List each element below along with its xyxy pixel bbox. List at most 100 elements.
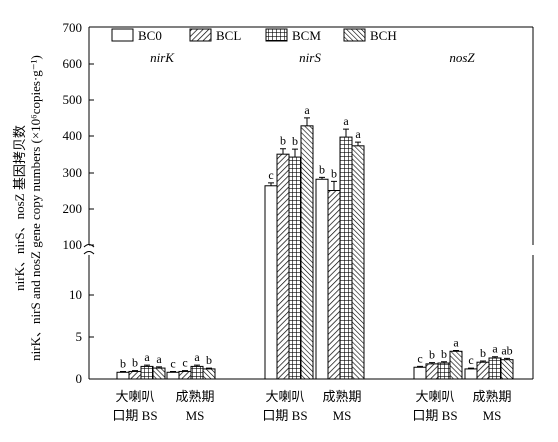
significance-letter: a: [453, 335, 459, 349]
error-bar: [304, 117, 310, 126]
bar-nosz-ms-bcl: [476, 361, 490, 380]
error-bar: [206, 367, 212, 369]
legend-swatch-bch: [343, 28, 366, 42]
error-bar: [292, 148, 298, 158]
significance-letter: a: [156, 352, 162, 366]
significance-letter: a: [355, 127, 361, 141]
significance-letter: c: [468, 353, 473, 367]
bar-nosz-ms-bc0: [464, 368, 478, 380]
bar-nirk-ms-bcl: [178, 370, 192, 380]
significance-letter: a: [304, 103, 310, 117]
error-bar: [268, 182, 274, 186]
x-label-nirs-bs-line2: 口期 BS: [262, 408, 307, 423]
x-label-nosz-bs-line1: 大喇叭: [415, 389, 454, 404]
y-tick-label: 100: [63, 237, 83, 252]
legend-label-bcl: BCL: [216, 28, 241, 43]
bar-nirs-ms-bcm: [339, 136, 353, 380]
y-tick-label: 10: [69, 287, 82, 302]
y-tick-label: 5: [76, 329, 83, 344]
error-bar: [319, 176, 325, 180]
legend-label-bch: BCH: [370, 28, 397, 43]
x-label-nirs-ms-line1: 成熟期: [322, 389, 361, 404]
bar-nirk-ms-bch: [202, 368, 216, 380]
bar-nosz-ms-bcm: [488, 357, 502, 380]
error-bar: [120, 370, 126, 373]
x-label-nirs-ms-line2: MS: [333, 408, 352, 423]
y-tick-marks-lower: [89, 294, 94, 380]
bar-nirs-ms-bcl: [327, 190, 341, 380]
x-label-nosz-ms-line1: 成熟期: [472, 389, 511, 404]
bar-nosz-bs-bc0: [413, 366, 427, 380]
significance-letter: c: [417, 351, 422, 365]
error-bar: [156, 366, 162, 369]
legend-label-bc0: BC0: [138, 28, 162, 43]
error-bar: [417, 365, 423, 368]
error-bar: [492, 356, 498, 358]
bar-nirs-bs-bc0: [264, 185, 278, 380]
x-labels: 大喇叭 口期 BS 成熟期 MS 大喇叭 口期 BS 成熟期 MS 大喇叭 口期…: [112, 389, 511, 423]
error-bar: [132, 370, 138, 372]
significance-letter: c: [170, 356, 175, 370]
bar-nosz-bs-bch: [449, 350, 463, 380]
bar-nirk-bs-bcl: [128, 370, 142, 380]
significance-letter: b: [132, 356, 138, 370]
bar-nosz-bs-bcl: [425, 363, 439, 380]
y-tick-label: 0: [76, 371, 83, 386]
gene-title-nirk: nirK: [150, 50, 175, 65]
error-bar: [343, 128, 349, 138]
significance-letter: c: [182, 356, 187, 370]
error-bar: [182, 370, 188, 372]
axis-break-mark: [83, 244, 95, 255]
bar-nirs-bs-bch: [300, 125, 314, 380]
legend: BC0 BCL BCM BCH: [111, 28, 397, 43]
x-label-nirs-bs-line1: 大喇叭: [265, 389, 304, 404]
bar-nirk-bs-bcm: [140, 365, 154, 380]
y-ticks-lower: 0 5 10: [69, 287, 82, 386]
significance-letter: b: [331, 166, 337, 180]
significance-letter: b: [292, 134, 298, 148]
bar-nirk-ms-bcm: [190, 365, 204, 380]
x-label-nirk-bs-line2: 口期 BS: [112, 408, 157, 423]
gene-title-nosz: nosZ: [449, 50, 475, 65]
legend-swatch-bcm: [265, 28, 288, 42]
bar-nirk-bs-bc0: [116, 371, 130, 380]
legend-label-bcm: BCM: [292, 28, 321, 43]
bar-nirk-ms-bc0: [166, 371, 180, 380]
gene-titles: nirK nirS nosZ: [150, 50, 475, 65]
significance-letter: b: [206, 353, 212, 367]
y-axis-title-en: nirK、nirS and nosZ gene copy numbers (×1…: [28, 55, 43, 361]
legend-swatch-bcl: [189, 28, 212, 42]
error-bar: [331, 180, 337, 191]
error-bar: [355, 141, 361, 146]
error-bar: [453, 349, 459, 352]
significance-letter: c: [268, 168, 273, 182]
significance-letter: a: [194, 350, 200, 364]
error-bar: [280, 148, 286, 155]
significance-letter: b: [280, 134, 286, 148]
significance-letter: b: [441, 347, 447, 361]
y-tick-marks-upper: [89, 26, 94, 246]
x-label-nosz-bs-line2: 口期 BS: [412, 408, 457, 423]
y-tick-label: 500: [63, 92, 83, 107]
error-bar: [194, 364, 200, 367]
error-bar: [504, 357, 510, 360]
bar-nirs-bs-bcl: [276, 153, 290, 380]
bar-nirs-ms-bch: [351, 145, 365, 380]
significance-letter: b: [480, 346, 486, 360]
significance-letter: b: [319, 162, 325, 176]
bar-nirs-bs-bcm: [288, 156, 302, 380]
significance-letter: a: [492, 342, 498, 356]
error-bar: [170, 370, 176, 373]
y-tick-label: 600: [63, 56, 83, 71]
y-ticks-upper: 100 200 300 400 500 600 700: [63, 20, 83, 252]
x-label-nirk-ms-line2: MS: [186, 408, 205, 423]
y-axis-title-cn: nirK、nirS、nosZ 基因拷贝数: [12, 125, 27, 291]
significance-letter: a: [144, 350, 150, 364]
error-bar: [429, 362, 435, 364]
bar-nirk-bs-bch: [152, 367, 166, 380]
y-tick-label: 400: [63, 128, 83, 143]
gene-title-nirs: nirS: [299, 50, 321, 65]
y-tick-label: 300: [63, 165, 83, 180]
significance-letter: b: [429, 348, 435, 362]
